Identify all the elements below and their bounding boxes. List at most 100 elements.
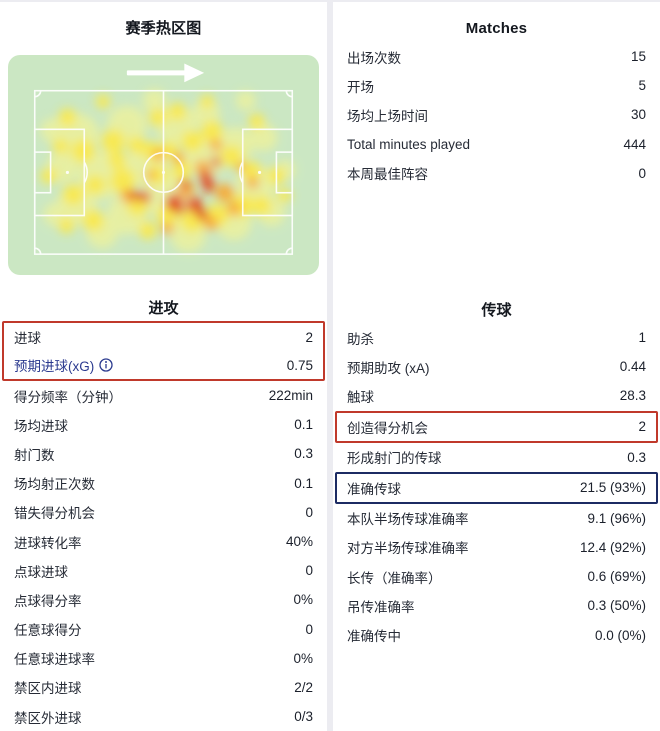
stat-value: 2/2 [294,679,313,695]
stat-row: 长传（准确率） 0.6 (69%) [333,562,660,591]
stat-label: 本队半场传球准确率 [347,512,469,528]
stat-row: 准确传中 0.0 (0%) [333,620,660,649]
stat-row: 对方半场传球准确率 12.4 (92%) [333,533,660,562]
column-divider [327,2,333,731]
attack-rows: 得分频率（分钟） 222min 场均进球 0.1 射门数 0.3 场均射正次数 … [0,381,327,731]
stat-label: 禁区外进球 [14,710,82,726]
stat-label: 本周最佳阵容 [347,167,428,183]
stat-label: 创造得分机会 [347,420,428,436]
stat-label: 开场 [347,79,374,95]
stat-label: 长传（准确率） [347,570,442,586]
xg-label-group: 预期进球(xG) [14,355,113,375]
stat-label: 场均射正次数 [14,477,95,493]
heatmap-title: 赛季热区图 [125,20,202,37]
passing-section-title: 传球 [481,301,512,319]
stat-value: 12.4 (92%) [579,539,646,555]
stat-value: 0.3 [294,446,313,462]
stat-value: 0% [293,650,313,666]
stat-row: 任意球进球率 0% [0,644,327,673]
stat-row: Total minutes played 444 [333,130,660,159]
stat-label: 出场次数 [347,50,401,66]
stat-row: 点球进球 0 [0,556,327,585]
stat-value: 21.5 (93%) [579,480,646,496]
stat-row: 禁区外进球 0/3 [0,702,327,731]
passing-highlight-box-navy: 准确传球 21.5 (93%) [335,471,658,504]
season-heatmap-svg [33,63,296,255]
left-column: 赛季热区图 [0,2,327,731]
info-icon[interactable] [99,358,113,372]
stat-label: 形成射门的传球 [347,451,442,467]
stat-value: 222min [268,388,313,404]
stat-value: 0.3 [627,449,646,465]
stat-row: 射门数 0.3 [0,439,327,468]
stat-value: 0 [305,504,313,520]
stat-value: 0 [638,165,646,181]
stat-label: 点球进球 [14,564,68,580]
pitch-lines [33,89,294,255]
stat-label: 错失得分机会 [14,506,95,522]
attack-highlight-box-red: 进球 2 预期进球(xG) 0.75 [2,321,325,381]
stat-label: 触球 [347,389,374,405]
heatmap-density-layer [40,88,296,253]
stat-row: 错失得分机会 0 [0,498,327,527]
stat-value: 30 [630,107,646,123]
stat-value: 1 [638,330,646,346]
stat-row: 进球转化率 40% [0,527,327,556]
stat-row: 本队半场传球准确率 9.1 (96%) [333,504,660,533]
stat-row: 点球得分率 0% [0,585,327,614]
stat-label: Total minutes played [347,136,471,152]
stat-label: 吊传准确率 [347,599,415,615]
stat-row: 场均进球 0.1 [0,410,327,439]
stat-label: 预期助攻 (xA) [347,360,430,376]
stat-row: 助杀 1 [333,323,660,352]
matches-section-title: Matches [465,20,528,37]
stat-value: 15 [630,49,646,65]
stat-row-accurate-passes: 准确传球 21.5 (93%) [337,474,656,502]
stat-label: 射门数 [14,447,55,463]
stat-value: 0 [305,621,313,637]
stat-value: 9.1 (96%) [587,510,646,526]
stat-value: 2 [638,419,646,434]
stat-row: 场均上场时间 30 [333,100,660,129]
stat-value: 0.44 [619,359,646,375]
stat-label: 点球得分率 [14,593,82,609]
right-column: Matches 出场次数 15 开场 5 场均上场时间 30 [333,2,660,731]
stat-label: 得分频率（分钟） [14,389,122,405]
stat-row: 形成射门的传球 0.3 [333,443,660,472]
season-heatmap-card [8,55,319,275]
stat-row-chances-created: 创造得分机会 2 [337,413,656,441]
attack-section-title: 进攻 [148,300,179,317]
stat-row: 任意球得分 0 [0,615,327,644]
stat-value: 0/3 [294,709,313,725]
stat-value: 0.6 (69%) [587,569,646,585]
stat-label: 任意球得分 [14,623,82,639]
stat-row: 得分频率（分钟） 222min [0,381,327,410]
matches-rows: 出场次数 15 开场 5 场均上场时间 30 Total minutes pla… [333,42,660,188]
passing-rows-mid: 形成射门的传球 0.3 [333,443,660,472]
stat-label: 助杀 [347,331,374,347]
stat-label: 进球 [14,331,41,346]
stat-value: 5 [638,78,646,94]
passing-highlight-box-red: 创造得分机会 2 [335,410,658,443]
stat-label: 对方半场传球准确率 [347,541,469,557]
stat-row: 吊传准确率 0.3 (50%) [333,591,660,620]
passing-rows-top: 助杀 1 预期助攻 (xA) 0.44 触球 28.3 [333,323,660,411]
top-divider [0,0,660,2]
passing-rows-bottom: 本队半场传球准确率 9.1 (96%) 对方半场传球准确率 12.4 (92%)… [333,504,660,650]
stat-row: 开场 5 [333,71,660,100]
stat-row: 预期助攻 (xA) 0.44 [333,352,660,381]
stat-label: 禁区内进球 [14,681,82,697]
stat-value: 0.1 [294,417,313,433]
stat-value: 0.75 [286,357,313,373]
stat-label: 场均进球 [14,418,68,434]
stat-label: 准确传球 [347,481,401,497]
stat-label: 准确传中 [347,629,401,645]
stat-value: 28.3 [619,388,646,404]
stat-value: 0.0 (0%) [594,627,646,643]
stat-label: 场均上场时间 [347,108,428,124]
stat-value: 2 [305,329,313,345]
arrow-right-icon [126,63,205,83]
stat-row: 出场次数 15 [333,42,660,71]
stat-label: 进球转化率 [14,535,82,551]
